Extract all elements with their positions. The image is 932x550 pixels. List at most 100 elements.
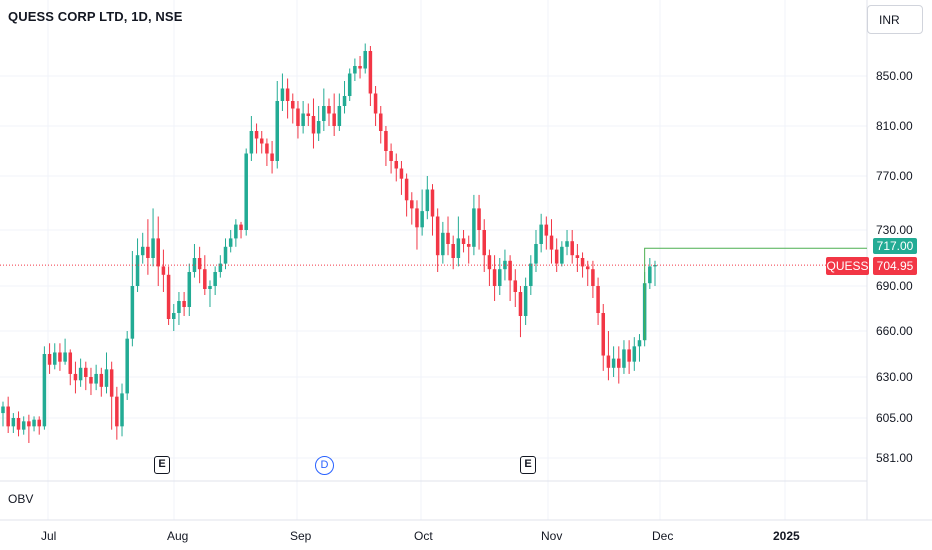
candle bbox=[280, 73, 285, 111]
candle bbox=[560, 241, 564, 267]
candle bbox=[487, 249, 492, 286]
candle bbox=[327, 98, 331, 126]
candle-body bbox=[627, 349, 631, 362]
candle-body bbox=[508, 260, 512, 281]
candle bbox=[27, 414, 31, 443]
candle bbox=[611, 346, 616, 377]
candle-body bbox=[420, 211, 424, 228]
candle bbox=[430, 184, 435, 236]
candle-body bbox=[218, 263, 223, 272]
earnings-event-marker[interactable]: E bbox=[154, 456, 170, 474]
candle bbox=[410, 192, 414, 225]
candle bbox=[601, 304, 606, 371]
candle bbox=[259, 131, 264, 154]
candle-body bbox=[11, 418, 16, 427]
candle bbox=[627, 340, 631, 374]
candle-body bbox=[529, 263, 533, 286]
candle bbox=[223, 238, 228, 270]
candle bbox=[151, 208, 155, 267]
candle bbox=[596, 277, 600, 325]
obv-indicator-label[interactable]: OBV bbox=[8, 492, 34, 506]
candle bbox=[435, 208, 440, 272]
candle bbox=[622, 340, 626, 374]
currency-button[interactable]: INR bbox=[867, 5, 923, 34]
candle-body bbox=[291, 101, 295, 109]
price-tick: 850.00 bbox=[876, 69, 913, 83]
candle bbox=[575, 244, 580, 272]
candle-body bbox=[565, 241, 569, 247]
candle bbox=[415, 200, 419, 250]
candle bbox=[441, 221, 445, 264]
candle-body bbox=[368, 51, 373, 94]
candle-body bbox=[554, 249, 559, 264]
candle bbox=[585, 260, 590, 286]
candle bbox=[394, 153, 399, 182]
price-tick: 810.00 bbox=[876, 119, 913, 133]
candle-body bbox=[482, 230, 486, 256]
dividend-event-marker[interactable]: D bbox=[315, 456, 334, 475]
candle-body bbox=[477, 208, 481, 230]
candle bbox=[244, 148, 248, 236]
price-tick: 690.00 bbox=[876, 279, 913, 293]
symbol-title[interactable]: QUESS CORP LTD, 1D, NSE bbox=[8, 9, 183, 24]
candle-body bbox=[140, 246, 145, 256]
candle bbox=[73, 361, 78, 394]
candle-body bbox=[523, 286, 528, 316]
candle bbox=[632, 337, 637, 371]
candle-body bbox=[166, 274, 171, 319]
candle bbox=[63, 338, 67, 365]
candle bbox=[208, 280, 212, 307]
candle bbox=[99, 367, 104, 397]
candle-body bbox=[99, 373, 104, 387]
candle-body bbox=[347, 73, 352, 96]
candle bbox=[42, 346, 47, 430]
candle bbox=[52, 343, 57, 370]
candle-body bbox=[606, 355, 611, 368]
candle bbox=[89, 367, 93, 396]
candle bbox=[275, 81, 280, 169]
candle bbox=[554, 238, 559, 272]
candle-body bbox=[47, 354, 52, 365]
candle bbox=[197, 246, 202, 284]
candle bbox=[94, 364, 98, 391]
candle bbox=[109, 361, 114, 430]
candle bbox=[384, 126, 388, 166]
candle-body bbox=[265, 143, 269, 154]
candle-body bbox=[68, 352, 73, 374]
candle-body bbox=[52, 352, 57, 365]
candle-body bbox=[492, 269, 497, 286]
candle bbox=[508, 255, 512, 301]
candle bbox=[466, 235, 471, 264]
candle-body bbox=[296, 108, 300, 126]
candle-body bbox=[570, 241, 574, 256]
candle bbox=[296, 101, 300, 139]
candle bbox=[482, 219, 486, 272]
candle bbox=[534, 230, 538, 272]
candle bbox=[498, 258, 502, 295]
time-tick: Oct bbox=[414, 529, 433, 543]
candle-body bbox=[363, 51, 367, 69]
candle-body bbox=[182, 301, 186, 307]
candle bbox=[218, 255, 223, 278]
candle-body bbox=[591, 269, 595, 286]
candle bbox=[420, 189, 424, 236]
candle-body bbox=[120, 393, 124, 427]
candle-body bbox=[446, 232, 450, 244]
candle bbox=[544, 216, 549, 250]
candle-body bbox=[115, 396, 119, 427]
candle bbox=[32, 416, 36, 432]
candle bbox=[311, 98, 316, 149]
time-tick: Jul bbox=[41, 529, 57, 543]
candle bbox=[166, 266, 171, 325]
candle-body bbox=[451, 244, 455, 258]
candle bbox=[353, 58, 357, 81]
candle bbox=[249, 116, 254, 161]
earnings-event-marker[interactable]: E bbox=[520, 456, 536, 474]
candle-body bbox=[239, 224, 243, 230]
high-marker-line bbox=[644, 247, 867, 341]
last-price-tag: 704.95 bbox=[873, 257, 917, 275]
candle-body bbox=[518, 292, 523, 316]
candle bbox=[265, 138, 269, 166]
time-tick: Dec bbox=[652, 529, 674, 543]
